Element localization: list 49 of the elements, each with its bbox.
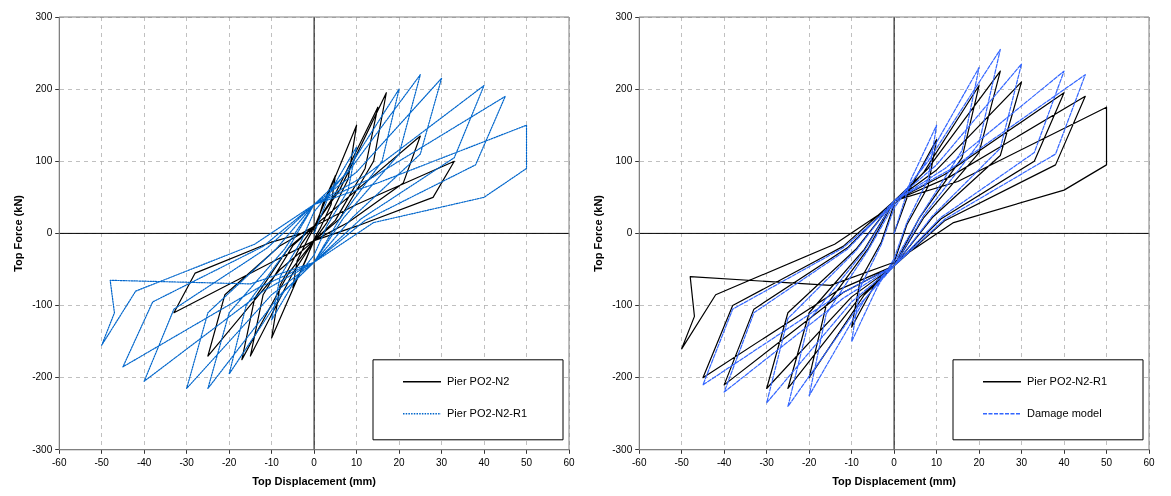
x-tick-label: 10: [351, 456, 363, 468]
y-tick-label: -200: [32, 371, 53, 383]
x-tick-label: -20: [801, 456, 817, 468]
y-tick-label: -100: [32, 299, 53, 311]
x-tick-label: 0: [891, 456, 898, 468]
line-series: [101, 74, 528, 390]
x-tick-label: 30: [435, 456, 448, 468]
y-tick-label: -300: [612, 443, 633, 455]
y-tick-label: 0: [46, 227, 53, 239]
x-tick-label: -50: [674, 456, 690, 468]
legend-label: Pier PO2-N2-R1: [1027, 374, 1108, 387]
x-tick-label: 0: [311, 456, 318, 468]
y-tick-label: 300: [35, 10, 53, 22]
x-axis-title: Top Displacement (mm): [832, 475, 957, 488]
y-tick-label: -300: [32, 443, 53, 455]
x-tick-label: 50: [520, 456, 533, 468]
y-axis-title: Top Force (kN): [11, 194, 24, 272]
legend-label: Damage model: [1027, 406, 1102, 419]
legend-label: Pier PO2-N2: [447, 374, 510, 387]
y-tick-label: 200: [615, 82, 633, 94]
x-tick-label: 20: [973, 456, 986, 468]
x-tick-label: -50: [94, 456, 110, 468]
x-tick-label: -20: [221, 456, 237, 468]
x-tick-label: -40: [136, 456, 152, 468]
y-axis-title: Top Force (kN): [591, 194, 604, 272]
x-tick-label: 20: [393, 456, 406, 468]
x-tick-label: 40: [1058, 456, 1071, 468]
y-tick-label: 0: [626, 227, 633, 239]
y-tick-label: -100: [612, 299, 633, 311]
x-tick-label: 60: [563, 456, 575, 468]
x-tick-label: 60: [1143, 456, 1155, 468]
x-tick-label: -30: [179, 456, 195, 468]
x-tick-label: 30: [1015, 456, 1028, 468]
x-tick-label: -60: [631, 456, 647, 468]
x-tick-label: 40: [478, 456, 491, 468]
x-tick-label: -10: [844, 456, 860, 468]
y-tick-label: 100: [615, 155, 633, 167]
y-tick-label: -200: [612, 371, 633, 383]
y-tick-label: 100: [35, 155, 53, 167]
x-tick-label: -40: [716, 456, 732, 468]
y-tick-label: 200: [35, 82, 53, 94]
y-tick-label: 300: [615, 10, 633, 22]
x-axis-title: Top Displacement (mm): [252, 475, 377, 488]
x-tick-label: -60: [51, 456, 67, 468]
x-tick-label: -10: [264, 456, 280, 468]
x-tick-label: 10: [931, 456, 943, 468]
x-tick-label: 50: [1100, 456, 1113, 468]
x-tick-label: -30: [759, 456, 775, 468]
legend-label: Pier PO2-N2-R1: [447, 406, 528, 419]
